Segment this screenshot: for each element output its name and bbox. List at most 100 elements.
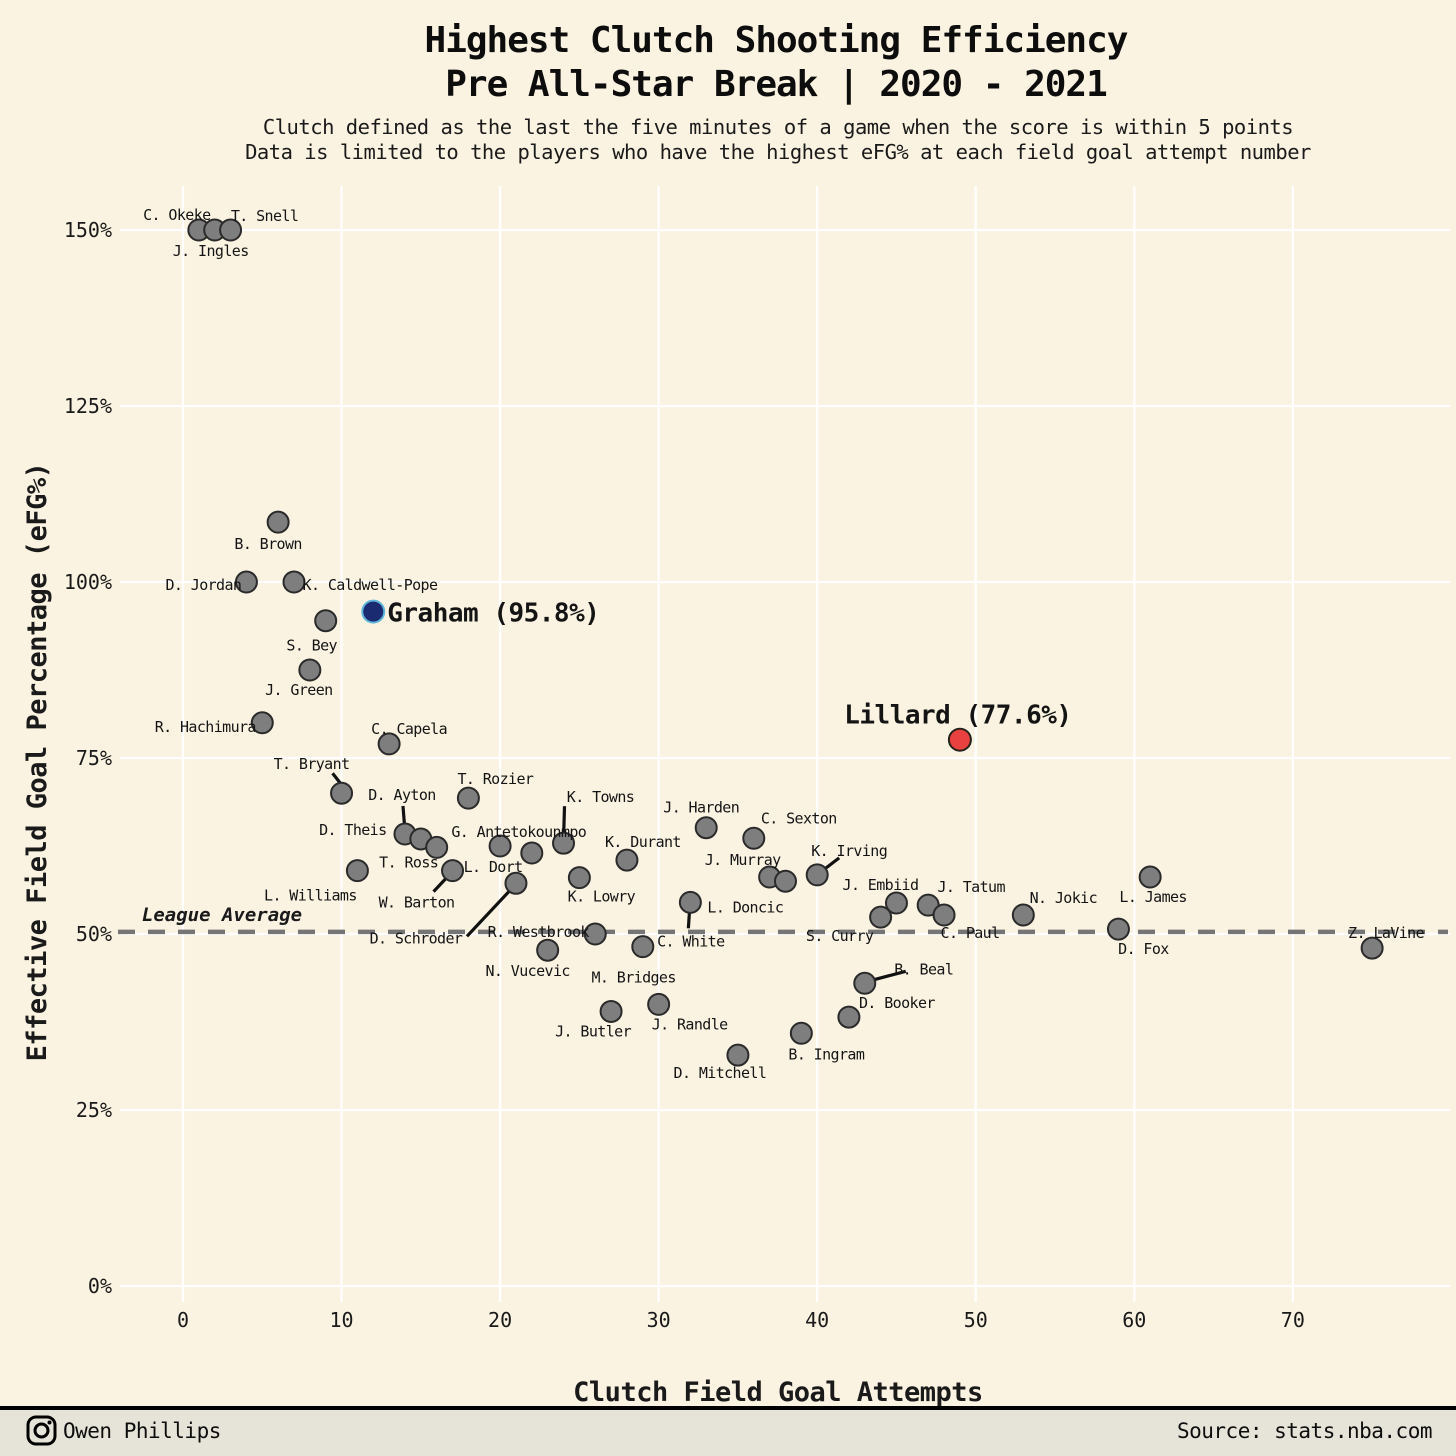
data-point-k-caldwell-pope	[282, 570, 306, 594]
data-point-k-irving	[805, 863, 829, 887]
point-label: J. Harden	[663, 799, 739, 817]
data-point-d-mitchell	[726, 1043, 750, 1067]
leader-line	[871, 969, 907, 982]
data-point-r-westbrook	[583, 922, 607, 946]
x-tick-label: 70	[1281, 1308, 1305, 1332]
chart-title-line2: Pre All-Star Break | 2020 - 2021	[445, 64, 1107, 105]
footer-source: Source: stats.nba.com	[1177, 1419, 1432, 1443]
data-point-n-vucevic	[536, 938, 560, 962]
leader-line	[465, 887, 514, 938]
point-label: L. Doncic	[707, 898, 783, 916]
data-point-w-barton	[441, 859, 465, 883]
point-label: M. Bridges	[591, 968, 675, 986]
y-tick-label: 100%	[64, 570, 112, 594]
point-label: D. Mitchell	[674, 1064, 767, 1082]
data-point-d-jordan	[234, 570, 258, 594]
y-tick-label: 125%	[64, 394, 112, 418]
footer-bar: Owen Phillips Source: stats.nba.com	[0, 1406, 1456, 1456]
data-point-c-paul	[932, 903, 956, 927]
point-label: B. Ingram	[788, 1045, 864, 1063]
point-label: J. Butler	[555, 1022, 631, 1040]
footer-background	[0, 1410, 1456, 1456]
point-label: T. Bryant	[274, 755, 350, 773]
point-label: R. Westbrook	[488, 923, 590, 941]
data-point-j-embiid	[884, 891, 908, 915]
point-label: T. Rozier	[457, 770, 533, 788]
chart-subtitle-line2: Data is limited to the players who have …	[245, 140, 1311, 164]
point-label: N. Jokic	[1030, 889, 1097, 907]
data-point-d-schroder	[504, 871, 528, 895]
point-label: J. Embiid	[843, 876, 919, 894]
point-label: C. Okeke	[143, 206, 211, 224]
y-tick-label: 75%	[76, 746, 112, 770]
data-point-j-randle	[647, 992, 671, 1016]
point-label: Z. LaVine	[1348, 924, 1424, 942]
point-label-layer: C. Okeke J. Ingles T. Snell D. Jordan R. Hac…	[143, 206, 1425, 1082]
data-point-l-dort	[488, 834, 512, 858]
data-point-t-ross	[425, 835, 449, 859]
x-tick-label: 10	[330, 1308, 354, 1332]
x-axis-title: Clutch Field Goal Attempts	[573, 1377, 983, 1408]
data-point-d-graham	[361, 599, 386, 624]
point-label: K. Towns	[567, 788, 634, 806]
y-axis-title: Effective Field Goal Percentage (eFG%)	[22, 463, 53, 1062]
instagram-icon	[26, 1415, 57, 1446]
point-label: K. Durant	[605, 833, 681, 851]
point-label: G. Antetokounmpo	[451, 823, 586, 841]
data-point-c-capela	[377, 732, 401, 756]
data-point-d-booker	[837, 1005, 861, 1029]
point-label: J. Ingles	[173, 242, 249, 260]
y-tick-label: 0%	[88, 1274, 112, 1298]
point-label: S. Bey	[286, 637, 337, 655]
x-tick-label: 0	[177, 1308, 189, 1332]
point-label: L. James	[1119, 888, 1186, 906]
x-tick-label: 40	[805, 1308, 829, 1332]
x-tick-label: 20	[488, 1308, 512, 1332]
data-point-z-lavine	[1360, 936, 1384, 960]
data-point-b-brown	[266, 510, 290, 534]
point-label: B. Beal	[894, 960, 953, 978]
point-label: J. Randle	[652, 1015, 728, 1033]
chart-subtitle-line1: Clutch defined as the last the five minu…	[263, 115, 1293, 139]
data-point-t-rozier	[456, 786, 480, 810]
data-point-k-towns	[552, 831, 576, 855]
data-point-k-lowry	[567, 866, 591, 890]
point-label: T. Snell	[231, 207, 298, 225]
data-point-l-williams	[345, 859, 369, 883]
grid-layer	[120, 186, 1450, 1302]
league-average-label: League Average	[142, 904, 302, 926]
point-label: D. Schroder	[370, 929, 463, 947]
point-label: K. Caldwell-Pope	[303, 576, 438, 594]
point-label: L. Dort	[464, 858, 523, 876]
point-label: D. Ayton	[368, 786, 435, 804]
point-label: R. Hachimura	[155, 718, 256, 736]
point-label: J. Tatum	[937, 878, 1005, 896]
point-label: C. Capela	[371, 720, 447, 738]
point-label: B. Brown	[234, 535, 301, 553]
x-tick-label: 30	[647, 1308, 671, 1332]
point-label: T. Ross	[379, 853, 438, 871]
point-label: C. Sexton	[761, 809, 837, 827]
data-point-s-curry	[869, 905, 893, 929]
footer-divider	[0, 1406, 1456, 1410]
point-label: D. Booker	[859, 994, 935, 1012]
data-point-r-hachimura	[250, 711, 274, 735]
point-label: K. Lowry	[568, 888, 636, 906]
data-point-g-antetokounmpo	[520, 841, 544, 865]
point-label: K. Irving	[811, 842, 887, 860]
point-label: J. Murray	[705, 851, 781, 869]
data-point-j-butler	[599, 999, 623, 1023]
data-point-n-jokic	[1011, 903, 1035, 927]
point-label: N. Vucevic	[486, 962, 570, 980]
point-label: Lillard (77.6%)	[844, 701, 1071, 731]
data-point-d-fox	[1106, 917, 1130, 941]
data-point-c-white	[631, 935, 655, 959]
x-tick-label: 60	[1122, 1308, 1146, 1332]
data-point-t-bryant	[330, 781, 354, 805]
data-point-s-bey	[314, 609, 338, 633]
leader-line	[686, 913, 691, 929]
data-point-k-durant	[615, 848, 639, 872]
y-tick-label: 50%	[76, 922, 112, 946]
